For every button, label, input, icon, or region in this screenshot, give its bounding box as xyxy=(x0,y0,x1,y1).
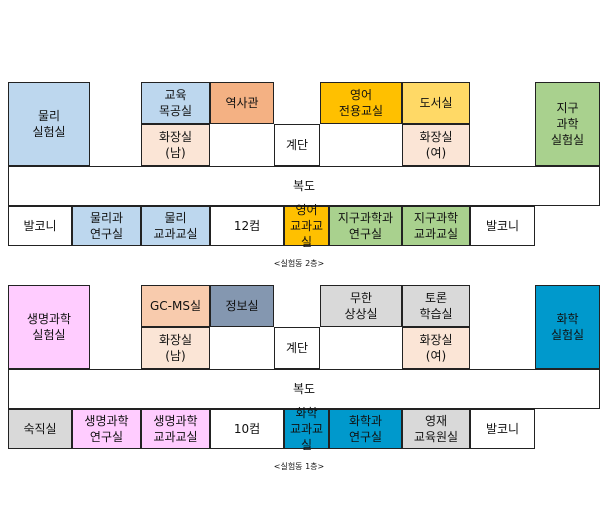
floor-2-corridor: 복도 xyxy=(8,166,600,206)
floor-2-room-지구과학과-연구실: 지구과학과 연구실 xyxy=(329,206,402,246)
floor-1-room-화학-교과교실: 화학 교과교실 xyxy=(284,406,329,452)
floor-1-room-계단: 계단 xyxy=(274,327,320,369)
floor-1-room-화학과-연구실: 화학과 연구실 xyxy=(329,409,402,449)
floor-2-room-물리-교과교실: 물리 교과교실 xyxy=(141,206,210,246)
floor-2-room-물리과-연구실: 물리과 연구실 xyxy=(72,206,141,246)
floor-2-room-영어-전용교실: 영어 전용교실 xyxy=(320,82,402,124)
floor-1-room-10컴: 10컴 xyxy=(210,409,284,449)
floor-2-room-교육-목공실: 교육 목공실 xyxy=(141,82,210,124)
floor-2-room-화장실-남: 화장실 (남) xyxy=(141,124,210,166)
floor-2-room-계단: 계단 xyxy=(274,124,320,166)
floor-1-room-생명과학-교과교실: 생명과학 교과교실 xyxy=(141,409,210,449)
floor-1-room-숙직실: 숙직실 xyxy=(8,409,72,449)
floor-2-room-영어-교과교실: 영어 교과교실 xyxy=(284,203,329,249)
floor-1-room-무한-상상실: 무한 상상실 xyxy=(320,285,402,327)
floor-1-room-토론-학습실: 토론 학습실 xyxy=(402,285,470,327)
floor-1-room-생명과학-연구실: 생명과학 연구실 xyxy=(72,409,141,449)
floor-1-room-화장실-남: 화장실 (남) xyxy=(141,327,210,369)
floor-1-room-영재-교육원실: 영재 교육원실 xyxy=(402,409,470,449)
floor-2-room-지구과학-교과교실: 지구과학 교과교실 xyxy=(402,206,470,246)
floor-1-room-생명과학-실험실: 생명과학 실험실 xyxy=(8,285,90,369)
floor-1-room-화학-실험실: 화학 실험실 xyxy=(535,285,600,369)
floor-1-room-gc-ms실: GC-MS실 xyxy=(141,285,210,327)
floor-1-caption: <실험동 1층> xyxy=(273,462,325,471)
floor-1-room-발코니: 발코니 xyxy=(470,409,535,449)
floor-2-room-화장실-여: 화장실 (여) xyxy=(402,124,470,166)
floor-1-room-화장실-여: 화장실 (여) xyxy=(402,327,470,369)
floor-2-room-역사관: 역사관 xyxy=(210,82,274,124)
floor-2-room-지구-과학-실험실: 지구 과학 실험실 xyxy=(535,82,600,166)
floor-2-room-발코니: 발코니 xyxy=(470,206,535,246)
floor-2-room-물리-실험실: 물리 실험실 xyxy=(8,82,90,166)
floor-1-corridor: 복도 xyxy=(8,369,600,409)
floor-2-room-도서실: 도서실 xyxy=(402,82,470,124)
floor-2-room-발코니: 발코니 xyxy=(8,206,72,246)
floor-2-room-12컴: 12컴 xyxy=(210,206,284,246)
floor-2-caption: <실험동 2층> xyxy=(273,259,325,268)
floor-1-room-정보실: 정보실 xyxy=(210,285,274,327)
